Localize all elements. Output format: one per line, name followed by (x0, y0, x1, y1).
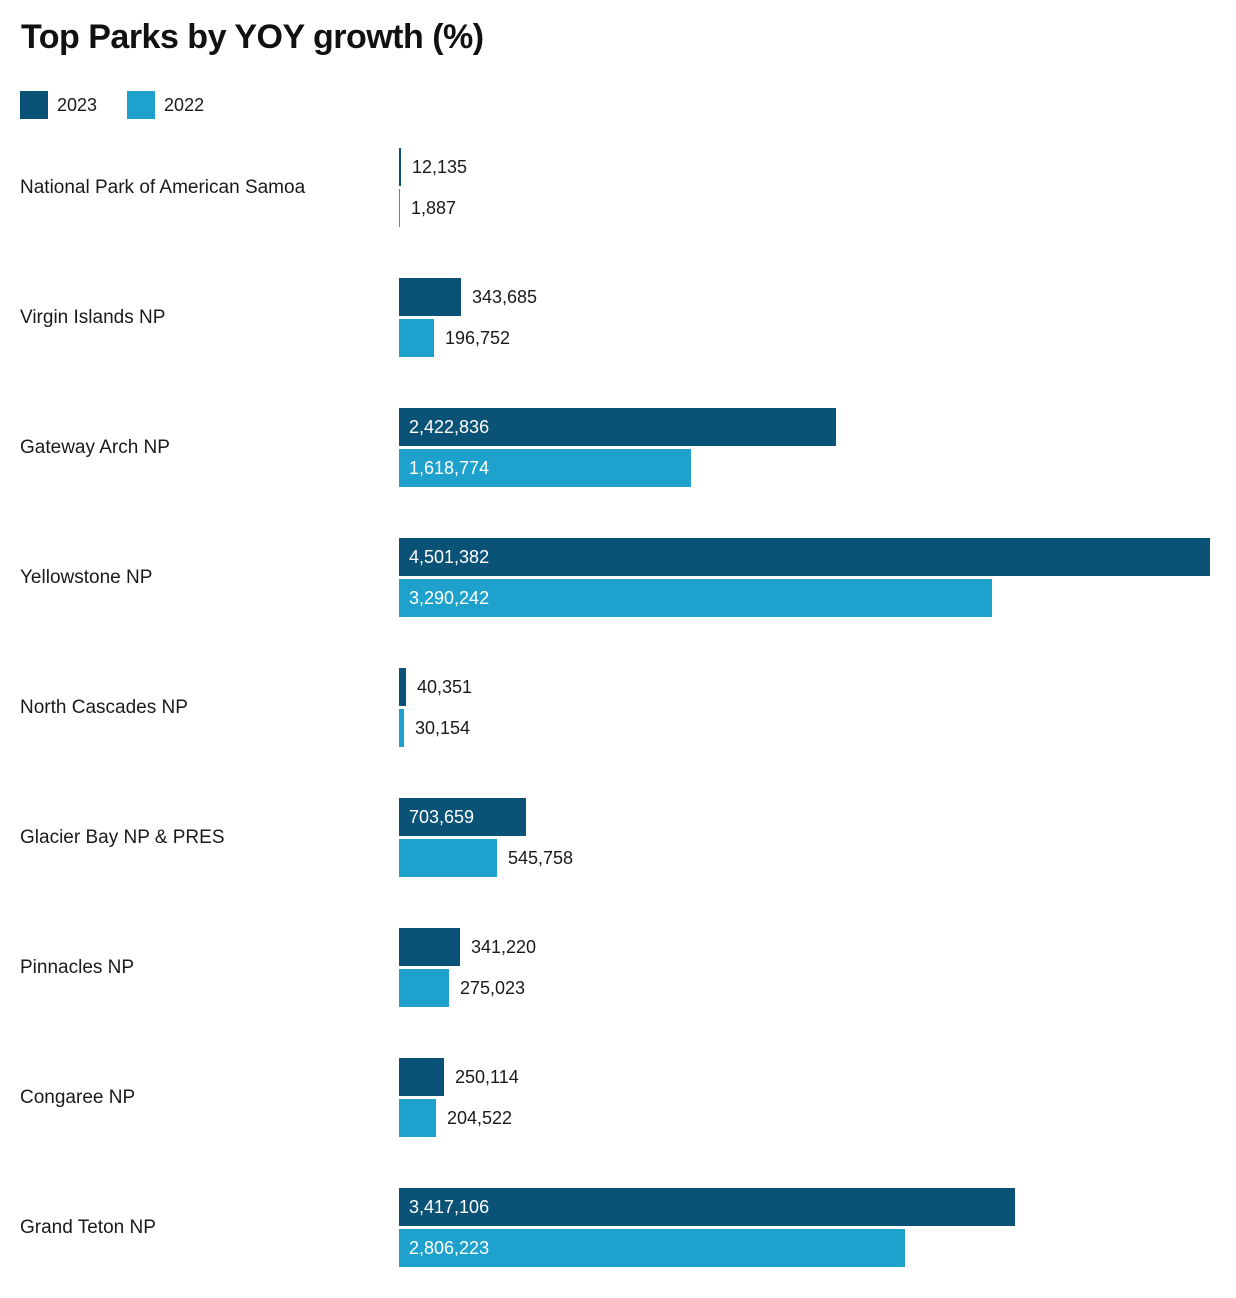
value-label-2022: 204,522 (447, 1107, 513, 1128)
bar-line-2022: 1,618,774 (399, 449, 1220, 487)
value-label-2022: 1,887 (411, 197, 457, 218)
chart-row: Virgin Islands NP 343,685 196,752 (20, 278, 1220, 357)
bar-group: 341,220 275,023 (399, 928, 1220, 1007)
chart-title: Top Parks by YOY growth (%) (21, 18, 484, 56)
bar-line-2022: 196,752 (399, 319, 1220, 357)
bar-2022: 3,290,242 (399, 579, 992, 617)
chart-row: Gateway Arch NP 2,422,836 1,618,774 (20, 408, 1220, 487)
bar-2023 (399, 668, 406, 706)
legend: 2023 2022 (20, 91, 234, 119)
bar-2023: 703,659 (399, 798, 526, 836)
bar-group: 4,501,382 3,290,242 (399, 538, 1220, 617)
bar-line-2022: 204,522 (399, 1099, 1220, 1137)
chart-row: Glacier Bay NP & PRES 703,659 545,758 (20, 798, 1220, 877)
value-label-2023: 12,135 (412, 156, 468, 177)
value-label-2023: 3,417,106 (409, 1197, 490, 1217)
bar-group: 12,135 1,887 (399, 148, 1220, 227)
bar-line-2023: 40,351 (399, 668, 1220, 706)
park-label: National Park of American Samoa (20, 176, 306, 198)
park-label: Yellowstone NP (20, 566, 153, 588)
value-label-2023: 4,501,382 (409, 547, 490, 567)
bar-2022 (399, 189, 400, 227)
value-label-2023: 2,422,836 (409, 417, 490, 437)
bar-line-2023: 341,220 (399, 928, 1220, 966)
bar-2022: 2,806,223 (399, 1229, 905, 1267)
bar-2023: 4,501,382 (399, 538, 1210, 576)
bar-group: 343,685 196,752 (399, 278, 1220, 357)
legend-item-2023: 2023 (20, 91, 97, 119)
bar-2023: 2,422,836 (399, 408, 836, 446)
legend-swatch-2022 (127, 91, 156, 119)
bar-line-2023: 4,501,382 (399, 538, 1220, 576)
park-label: Grand Teton NP (20, 1216, 156, 1238)
park-label: Pinnacles NP (20, 956, 135, 978)
park-label: North Cascades NP (20, 696, 188, 718)
chart-row: Congaree NP 250,114 204,522 (20, 1058, 1220, 1137)
bar-2022 (399, 319, 434, 357)
bar-2022 (399, 1099, 436, 1137)
value-label-2022: 30,154 (415, 717, 471, 738)
chart-row: Yellowstone NP 4,501,382 3,290,242 (20, 538, 1220, 617)
bar-line-2023: 12,135 (399, 148, 1220, 186)
value-label-2023: 341,220 (471, 936, 537, 957)
bar-line-2022: 3,290,242 (399, 579, 1220, 617)
bar-line-2022: 30,154 (399, 709, 1220, 747)
park-label: Virgin Islands NP (20, 306, 166, 328)
value-label-2023: 703,659 (409, 807, 475, 827)
bar-2022 (399, 839, 497, 877)
bar-group: 40,351 30,154 (399, 668, 1220, 747)
value-label-2023: 40,351 (417, 676, 473, 697)
park-label: Gateway Arch NP (20, 436, 170, 458)
bar-group: 703,659 545,758 (399, 798, 1220, 877)
bar-2023 (399, 148, 401, 186)
value-label-2022: 275,023 (460, 977, 526, 998)
legend-label-2023: 2023 (57, 94, 98, 115)
legend-swatch-2023 (20, 91, 48, 119)
bar-line-2023: 703,659 (399, 798, 1220, 836)
value-label-2022: 2,806,223 (409, 1238, 490, 1258)
bar-2023: 3,417,106 (399, 1188, 1015, 1226)
chart-row: North Cascades NP 40,351 30,154 (20, 668, 1220, 747)
bar-line-2022: 275,023 (399, 969, 1220, 1007)
bar-line-2023: 343,685 (399, 278, 1220, 316)
park-label: Congaree NP (20, 1086, 136, 1108)
bar-group: 2,422,836 1,618,774 (399, 408, 1220, 487)
chart-row: National Park of American Samoa 12,135 1,8… (20, 148, 1220, 227)
park-label: Glacier Bay NP & PRES (20, 826, 225, 848)
bar-line-2022: 1,887 (399, 189, 1220, 227)
bar-2022: 1,618,774 (399, 449, 691, 487)
bar-line-2023: 250,114 (399, 1058, 1220, 1096)
bar-line-2023: 3,417,106 (399, 1188, 1220, 1226)
bar-2023 (399, 928, 460, 966)
bar-group: 3,417,106 2,806,223 (399, 1188, 1220, 1267)
value-label-2023: 250,114 (455, 1066, 519, 1087)
value-label-2022: 545,758 (508, 847, 574, 868)
bar-2022 (399, 969, 449, 1007)
value-label-2022: 196,752 (445, 327, 511, 348)
bar-2022 (399, 709, 404, 747)
chart-row: Grand Teton NP 3,417,106 2,806,223 (20, 1188, 1220, 1267)
bar-2023 (399, 1058, 444, 1096)
chart-rows: National Park of American Samoa 12,135 1,8… (20, 148, 1220, 1267)
bar-line-2022: 545,758 (399, 839, 1220, 877)
bar-2023 (399, 278, 461, 316)
bar-group: 250,114 204,522 (399, 1058, 1220, 1137)
chart-row: Pinnacles NP 341,220 275,023 (20, 928, 1220, 1007)
bar-line-2022: 2,806,223 (399, 1229, 1220, 1267)
value-label-2022: 3,290,242 (409, 588, 490, 608)
value-label-2022: 1,618,774 (409, 458, 490, 478)
bar-line-2023: 2,422,836 (399, 408, 1220, 446)
value-label-2023: 343,685 (472, 286, 538, 307)
legend-label-2022: 2022 (164, 94, 205, 115)
legend-item-2022: 2022 (127, 91, 204, 119)
